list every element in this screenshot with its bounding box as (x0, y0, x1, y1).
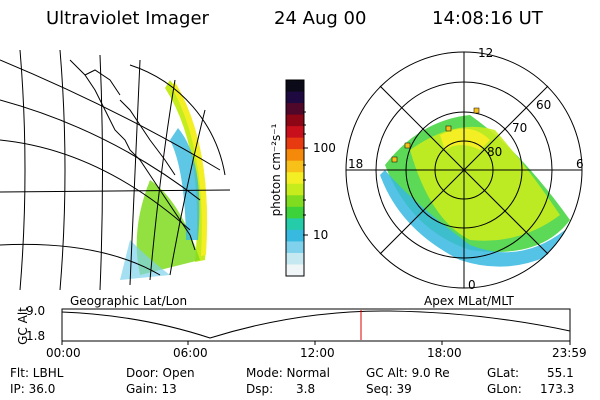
colorbar-swatch (286, 195, 304, 208)
colorbar-swatch (286, 206, 304, 219)
colorbar-swatch (286, 264, 304, 277)
aurora-blue (170, 128, 200, 240)
timeline-xtick-2359: 23:59 (552, 346, 587, 360)
aurora-speckle (120, 240, 170, 280)
info-glat-value: 55.1 (547, 366, 574, 380)
colorbar-swatch (286, 126, 304, 139)
colorbar-swatch (286, 149, 304, 162)
colorbar-swatch (286, 183, 304, 196)
oval-yellowgreen (410, 126, 560, 241)
timeline-xtick-0000: 00:00 (46, 346, 81, 360)
apex-label: Apex MLat/MLT (424, 294, 514, 308)
info-glon-label: GLon: (487, 382, 522, 396)
colorbar-swatch (286, 229, 304, 242)
info-ip: IP: 36.0 (10, 382, 56, 396)
info-flt: Flt: LBHL (10, 366, 64, 380)
info-gc-alt: GC Alt: 9.0 Re (366, 366, 450, 380)
oval-blue (380, 170, 575, 267)
colorbar-swatch (286, 103, 304, 116)
timeline-xtick-0600: 06:00 (173, 346, 208, 360)
colorbar-unit-label: photon cm⁻²s⁻¹ (269, 123, 283, 217)
info-door: Door: Open (126, 366, 195, 380)
timeline-ytick-high: 9.0 (26, 304, 46, 318)
info-dsp-label: Dsp: (246, 382, 274, 396)
altitude-curve (61, 310, 571, 339)
mlt-label-18: 18 (348, 157, 364, 171)
info-glon-value: 173.3 (540, 382, 575, 396)
polar-plot (345, 51, 583, 289)
colorbar-swatch (286, 160, 304, 173)
mlt-label-0: 0 (468, 278, 476, 292)
colorbar-swatch (286, 252, 304, 265)
colorbar-ticks (303, 111, 308, 236)
info-seq: Seq: 39 (366, 382, 412, 396)
colorbar-swatch (286, 218, 304, 231)
colorbar (285, 79, 305, 277)
info-gain: Gain: 13 (126, 382, 177, 396)
timeline-xtick-1200: 12:00 (300, 346, 335, 360)
timeline-chart (61, 308, 571, 345)
coastline (69, 59, 196, 251)
instrument-title: Ultraviolet Imager (46, 8, 209, 29)
lat-label-60: 60 (536, 98, 552, 112)
lat-label-80: 80 (487, 145, 503, 159)
colorbar-swatch (286, 80, 304, 93)
colorbar-swatch (286, 137, 304, 150)
geographic-label: Geographic Lat/Lon (70, 294, 188, 308)
timeline-ytick-low: 1.8 (26, 329, 46, 343)
mlt-label-6: 6 (576, 157, 584, 171)
time-label: 14:08:16 UT (432, 8, 543, 29)
lat-label-70: 70 (512, 121, 528, 135)
timeline-xtick-1800: 18:00 (427, 346, 462, 360)
colorbar-tick-10: 10 (313, 228, 329, 242)
info-mode: Mode: Normal (246, 366, 330, 380)
colorbar-tick-100: 100 (313, 141, 336, 155)
globe-image (0, 49, 231, 290)
colorbar-swatch (286, 172, 304, 185)
colorbar-swatch (286, 241, 304, 254)
date-label: 24 Aug 00 (274, 8, 367, 29)
colorbar-swatch (286, 91, 304, 104)
colorbar-border (285, 79, 305, 277)
mlt-label-12: 12 (478, 46, 494, 60)
aurora-band-core (171, 82, 208, 256)
info-glat-label: GLat: (487, 366, 520, 380)
graticule (0, 49, 231, 290)
info-dsp-value: 3.8 (296, 382, 316, 396)
colorbar-swatch (286, 114, 304, 127)
